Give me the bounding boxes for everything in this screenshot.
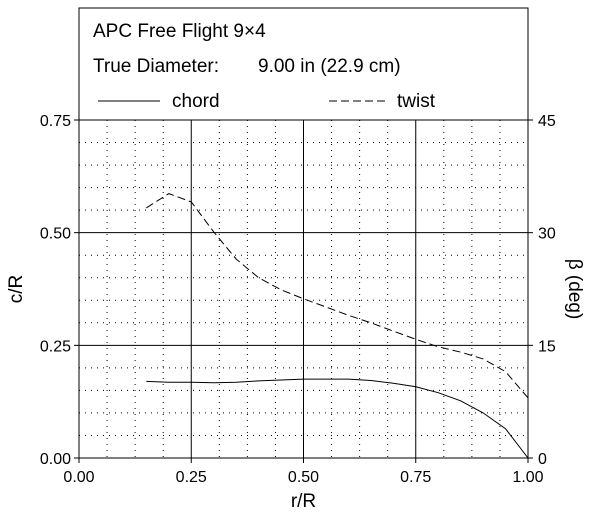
- y-right-tick-label: 45: [538, 113, 556, 130]
- y-right-axis-label: β (deg): [564, 259, 585, 320]
- diameter-value: 9.00 in (22.9 cm): [258, 56, 401, 77]
- y-left-axis-label: c/R: [6, 275, 27, 304]
- series-line-chord: [146, 378, 529, 459]
- legend-twist-label: twist: [397, 91, 436, 112]
- series-line-twist: [146, 193, 529, 399]
- y-left-tick-label: 0.75: [40, 113, 71, 130]
- x-tick-label: 1.00: [512, 469, 543, 486]
- x-axis-label: r/R: [291, 491, 316, 512]
- y-left-tick-label: 0.25: [40, 338, 71, 355]
- y-left-tick-label: 0.50: [40, 226, 71, 243]
- major-grid: [79, 120, 528, 458]
- series-layer: [146, 193, 529, 459]
- chart-title: APC Free Flight 9×4: [93, 21, 266, 42]
- x-tick-label: 0.75: [400, 469, 431, 486]
- x-tick-label: 0.25: [176, 469, 207, 486]
- y-right-tick-label: 15: [538, 338, 556, 355]
- y-right-tick-label: 0: [538, 451, 547, 468]
- x-tick-label: 0.50: [288, 469, 319, 486]
- tick-labels: 0.00 0.25 0.50 0.75 1.00 0.00 0.25 0.50 0.75 0 15 3…: [40, 113, 556, 486]
- y-right-tick-label: 30: [538, 226, 556, 243]
- y-left-tick-label: 0.00: [40, 451, 71, 468]
- legend-chord-label: chord: [172, 91, 220, 112]
- x-tick-label: 0.00: [63, 469, 94, 486]
- minor-grid: [79, 120, 528, 458]
- diameter-label: True Diameter:: [93, 56, 219, 77]
